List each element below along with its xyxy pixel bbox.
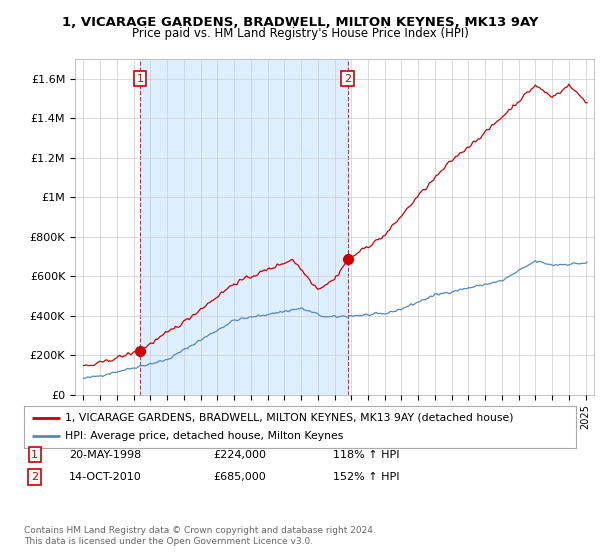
Text: 2: 2	[344, 73, 351, 83]
Text: 2: 2	[31, 472, 38, 482]
Text: £224,000: £224,000	[213, 450, 266, 460]
Text: 152% ↑ HPI: 152% ↑ HPI	[333, 472, 400, 482]
Text: 1, VICARAGE GARDENS, BRADWELL, MILTON KEYNES, MK13 9AY (detached house): 1, VICARAGE GARDENS, BRADWELL, MILTON KE…	[65, 413, 514, 423]
Text: Contains HM Land Registry data © Crown copyright and database right 2024.
This d: Contains HM Land Registry data © Crown c…	[24, 526, 376, 546]
Text: 14-OCT-2010: 14-OCT-2010	[69, 472, 142, 482]
Bar	[140, 59, 348, 395]
Text: 1: 1	[31, 450, 38, 460]
Text: 118% ↑ HPI: 118% ↑ HPI	[333, 450, 400, 460]
Text: £685,000: £685,000	[213, 472, 266, 482]
Text: Price paid vs. HM Land Registry's House Price Index (HPI): Price paid vs. HM Land Registry's House …	[131, 27, 469, 40]
Text: 20-MAY-1998: 20-MAY-1998	[69, 450, 141, 460]
Text: 1: 1	[136, 73, 143, 83]
Text: HPI: Average price, detached house, Milton Keynes: HPI: Average price, detached house, Milt…	[65, 431, 344, 441]
Text: 1, VICARAGE GARDENS, BRADWELL, MILTON KEYNES, MK13 9AY: 1, VICARAGE GARDENS, BRADWELL, MILTON KE…	[62, 16, 538, 29]
